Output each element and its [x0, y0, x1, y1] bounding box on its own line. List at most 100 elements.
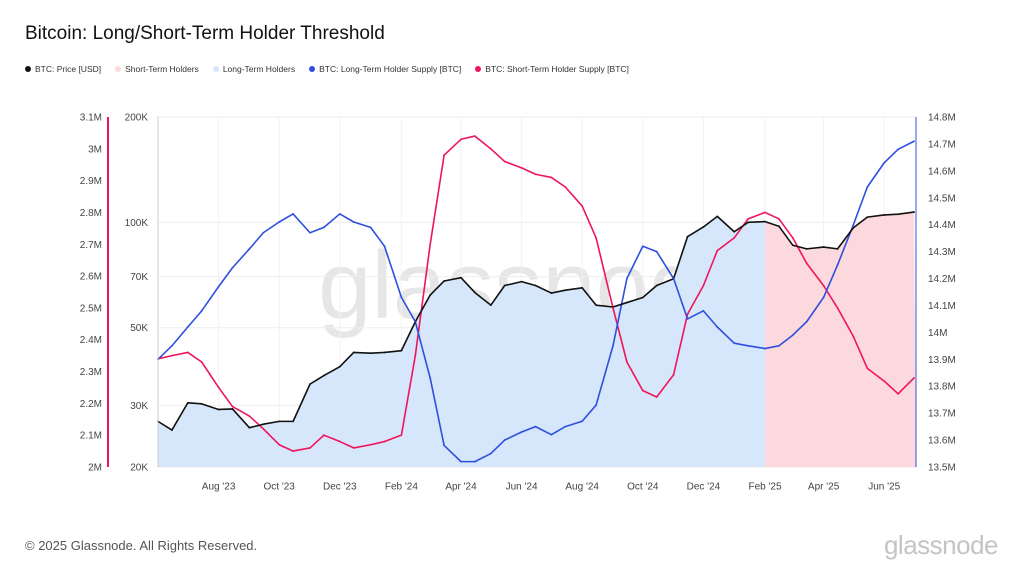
legend-item-sth[interactable]: Short-Term Holders: [115, 64, 199, 74]
price-point: [200, 402, 203, 405]
sth-point: [383, 440, 386, 443]
x-tick-label: Oct '24: [627, 482, 659, 493]
lth-point: [747, 344, 750, 347]
x-tick-label: Feb '24: [385, 482, 418, 493]
price-point: [429, 294, 432, 296]
lth-point: [200, 309, 203, 312]
price-point: [641, 296, 644, 299]
price-point: [733, 230, 736, 233]
lth-tick-label: 13.6M: [928, 436, 956, 447]
price-point: [338, 365, 341, 368]
price-point: [883, 214, 886, 216]
price-point: [866, 216, 869, 219]
legend-item-lth[interactable]: Long-Term Holders: [212, 64, 295, 74]
lth-tick-label: 14.5M: [928, 193, 956, 204]
lth-point: [489, 452, 492, 455]
sth-point: [338, 440, 341, 443]
sth-point: [503, 160, 506, 163]
sth-tick-label: 3M: [88, 144, 102, 155]
price-point: [626, 301, 628, 304]
lth-point: [443, 444, 446, 447]
x-tick-label: Jun '24: [506, 482, 538, 493]
sth-point: [702, 284, 705, 287]
price-point: [805, 247, 808, 250]
price-point: [474, 291, 476, 294]
sth-tick-label: 3.1M: [80, 113, 102, 124]
lth-point: [733, 342, 736, 345]
sth-tick-label: 2.4M: [80, 335, 102, 346]
lth-point: [262, 231, 265, 234]
price-point: [595, 304, 598, 307]
sth-point: [534, 173, 537, 176]
sth-point: [550, 176, 553, 179]
price-point: [655, 284, 658, 287]
lth-point: [716, 326, 719, 328]
sth-point: [564, 186, 567, 188]
lth-point: [323, 226, 325, 229]
lth-point: [672, 277, 675, 280]
sth-point: [595, 237, 598, 239]
lth-point: [852, 223, 855, 226]
sth-point: [747, 217, 750, 220]
price-point: [836, 247, 839, 250]
legend-label: BTC: Long-Term Holder Supply [BTC]: [319, 64, 462, 74]
lth-regime-area: [158, 216, 765, 467]
price-point: [716, 215, 719, 218]
price-point: [791, 244, 794, 247]
price-point: [352, 351, 355, 354]
price-tick-label: 30K: [130, 401, 148, 412]
sth-point: [186, 351, 189, 354]
sth-point: [352, 447, 355, 449]
legend-label: BTC: Short-Term Holder Supply [BTC]: [485, 64, 629, 74]
price-point: [383, 351, 386, 354]
sth-point: [443, 154, 446, 157]
legend-dot-icon: [309, 66, 316, 72]
price-point: [323, 374, 325, 377]
price-point: [520, 280, 523, 283]
legend: BTC: Price [USD] Short-Term Holders Long…: [25, 64, 629, 74]
price-point: [852, 226, 855, 229]
sth-point: [733, 237, 736, 239]
sth-point: [897, 392, 900, 395]
sth-point: [655, 396, 658, 398]
price-tick-label: 70K: [130, 272, 148, 283]
lth-tick-label: 13.9M: [928, 355, 956, 366]
lth-point: [626, 277, 628, 280]
lth-point: [836, 264, 839, 266]
legend-item-price[interactable]: BTC: Price [USD]: [25, 64, 101, 74]
sth-point: [581, 205, 584, 207]
sth-tick-label: 2.3M: [80, 367, 102, 378]
sth-point: [489, 147, 492, 150]
legend-item-sth-supply[interactable]: BTC: Short-Term Holder Supply [BTC]: [475, 64, 629, 74]
sth-point: [672, 373, 675, 376]
lth-point: [460, 460, 462, 463]
legend-label: BTC: Price [USD]: [35, 64, 102, 74]
price-point: [217, 408, 220, 411]
x-tick-label: Jun '25: [868, 482, 900, 493]
price-point: [400, 349, 403, 352]
legend-item-lth-supply[interactable]: BTC: Long-Term Holder Supply [BTC]: [309, 64, 461, 74]
price-point: [460, 276, 462, 279]
sth-point: [278, 443, 281, 446]
sth-tick-label: 2M: [88, 463, 102, 474]
sth-point: [716, 249, 719, 252]
lth-point: [897, 148, 900, 151]
price-tick-label: 100K: [125, 218, 149, 229]
lth-point: [338, 213, 341, 215]
price-point: [262, 423, 265, 426]
lth-point: [292, 213, 295, 215]
sth-point: [217, 386, 220, 389]
lth-point: [278, 221, 281, 223]
lth-point: [534, 425, 537, 428]
lth-tick-label: 13.7M: [928, 409, 956, 420]
sth-point: [764, 211, 766, 214]
lth-point: [764, 347, 766, 350]
sth-point: [612, 307, 614, 309]
sth-point: [913, 377, 915, 379]
sth-tick-label: 2.1M: [80, 431, 102, 442]
sth-point: [474, 135, 476, 137]
legend-dot-icon: [115, 66, 122, 72]
lth-tick-label: 14.1M: [928, 301, 956, 312]
